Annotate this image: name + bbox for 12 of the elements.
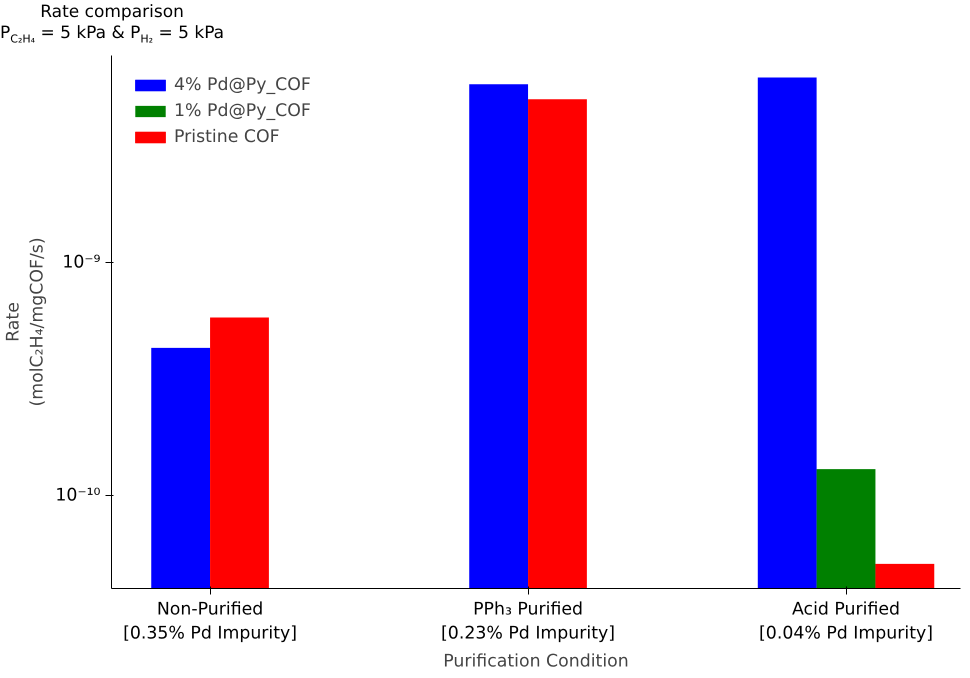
y-tick-label: 10⁻¹⁰ [55,486,101,506]
x-tick-label: Non-Purified [0.35% Pd Impurity] [123,600,298,644]
x-tick-label: Acid Purified [0.04% Pd Impurity] [759,600,934,644]
legend-label: Pristine COF [174,127,280,147]
chart-title: Rate comparison [39,2,185,23]
legend-label: 4% Pd@Py_COF [174,75,311,95]
x-axis-title: Purification Condition [443,652,629,672]
y-axis-title: Rate (molC₂H₄/mgCOF/s) [3,237,48,407]
y-tick-label: 10⁻⁹ [62,252,101,272]
legend-label: 1% Pd@Py_COF [174,101,311,121]
x-tick-label: PPh₃ Purified [0.23% Pd Impurity] [441,600,616,644]
chart-subtitle: P$_{C₂H₄}$ = 5 kPa & P$_{H₂}$ = 5 kPa [0,23,224,48]
